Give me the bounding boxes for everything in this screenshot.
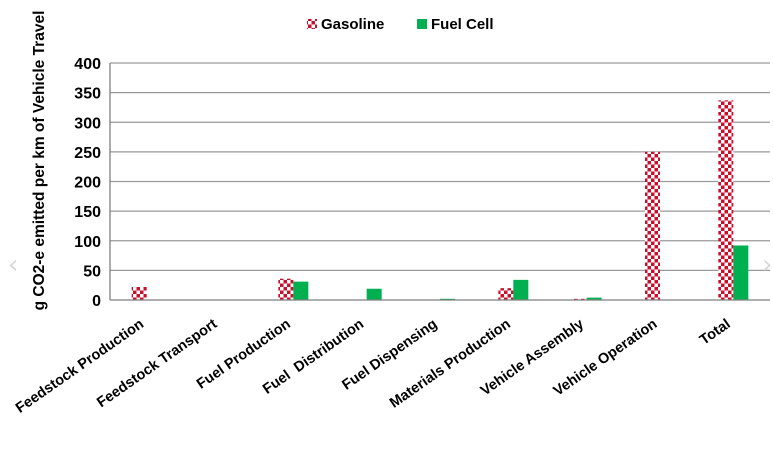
bar-fuel-cell: [293, 281, 309, 300]
y-tick-label: 100: [74, 234, 101, 251]
legend-label: Fuel Cell: [431, 16, 494, 33]
x-tick-label: Materials Production: [387, 316, 514, 411]
chevron-left-icon[interactable]: ‹: [8, 250, 19, 280]
bar-fuel-cell: [366, 288, 382, 300]
bar-fuel-cell: [586, 297, 602, 300]
axes: [109, 63, 770, 301]
x-tick-label: Feedstock Transport: [94, 316, 220, 411]
bar-gasoline: [718, 100, 734, 300]
y-tick-label: 400: [74, 56, 101, 73]
legend-label: Gasoline: [321, 16, 384, 33]
x-tick-label: Total: [697, 316, 734, 348]
bar-fuel-cell: [733, 245, 749, 300]
bar-fuel-cell: [513, 279, 529, 300]
y-axis-title: g CO2-e emitted per km of Vehicle Travel: [31, 11, 48, 311]
bar-gasoline: [645, 151, 660, 300]
bar-gasoline: [131, 286, 147, 300]
legend-swatch-fuel-cell: [417, 19, 427, 29]
chevron-right-icon[interactable]: ›: [762, 250, 773, 280]
x-tick-label: Feedstock Production: [13, 316, 147, 416]
gridlines: [110, 62, 770, 272]
legend-swatch-gasoline: [307, 19, 317, 29]
bars: [131, 100, 749, 300]
y-tick-labels: 0 50 100 150 200 250 300 350 400: [74, 56, 101, 310]
y-tick-label: 200: [74, 175, 101, 192]
y-tick-label: 150: [74, 204, 101, 221]
y-tick-label: 0: [92, 293, 101, 310]
bar-gasoline: [498, 288, 514, 300]
legend: Gasoline Fuel Cell: [307, 16, 494, 33]
bar-gasoline: [278, 278, 294, 300]
y-tick-label: 350: [74, 86, 101, 103]
y-tick-label: 50: [83, 263, 101, 280]
y-tick-label: 250: [74, 145, 101, 162]
y-tick-label: 300: [74, 115, 101, 132]
